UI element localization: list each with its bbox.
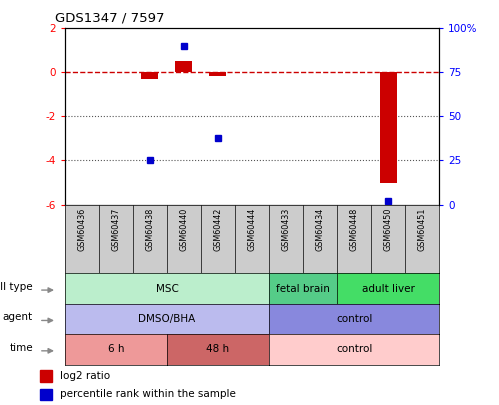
Bar [40, 370, 52, 382]
Text: percentile rank within the sample: percentile rank within the sample [60, 390, 236, 399]
Text: MSC: MSC [156, 284, 178, 294]
Text: GSM60438: GSM60438 [145, 208, 154, 251]
Text: GSM60433: GSM60433 [281, 208, 290, 251]
Text: GSM60444: GSM60444 [248, 208, 256, 251]
Text: GDS1347 / 7597: GDS1347 / 7597 [55, 11, 164, 24]
Bar [176, 62, 193, 72]
Text: DMSO/BHA: DMSO/BHA [138, 314, 196, 324]
Text: control: control [336, 314, 372, 324]
Text: agent: agent [3, 312, 33, 322]
Text: GSM60434: GSM60434 [315, 208, 324, 251]
Text: GSM60442: GSM60442 [214, 208, 223, 252]
Text: GSM60436: GSM60436 [77, 208, 86, 251]
Text: GSM60440: GSM60440 [180, 208, 189, 251]
Text: control: control [336, 344, 372, 354]
Text: GSM60450: GSM60450 [384, 208, 393, 252]
Bar [141, 72, 158, 79]
Text: GSM60451: GSM60451 [418, 208, 427, 252]
Bar [40, 389, 52, 400]
Text: 6 h: 6 h [108, 344, 124, 354]
Text: fetal brain: fetal brain [276, 284, 330, 294]
Text: 48 h: 48 h [207, 344, 230, 354]
Bar [210, 72, 227, 76]
Bar [380, 72, 397, 183]
Text: GSM60448: GSM60448 [350, 208, 359, 251]
Text: adult liver: adult liver [362, 284, 415, 294]
Text: cell type: cell type [0, 282, 33, 292]
Text: GSM60437: GSM60437 [111, 208, 120, 252]
Text: time: time [9, 343, 33, 353]
Text: log2 ratio: log2 ratio [60, 371, 110, 381]
